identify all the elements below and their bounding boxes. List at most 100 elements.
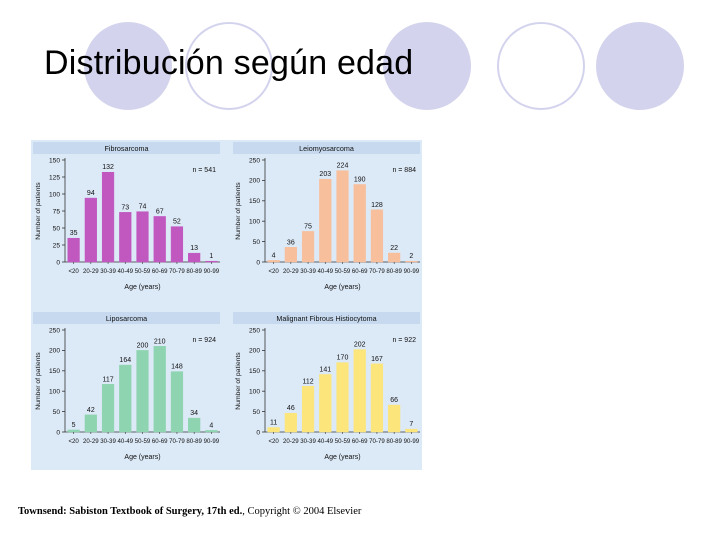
n-count-label: n = 884 (392, 167, 416, 174)
bar (170, 226, 184, 263)
chart-title: Malignant Fibrous Histiocytoma (276, 314, 376, 323)
y-tick-label: 150 (249, 198, 260, 205)
chart-title-bar (33, 312, 220, 324)
bar-value-label: 36 (287, 239, 295, 246)
chart-title-bar (33, 142, 220, 154)
y-tick-label: 25 (53, 242, 61, 249)
y-tick-label: 200 (49, 348, 60, 355)
decor-circle (383, 22, 471, 110)
bar (136, 350, 149, 433)
bar-value-label: 52 (173, 219, 181, 226)
x-tick-label: 80-89 (186, 438, 202, 445)
y-tick-label: 250 (49, 327, 60, 334)
x-axis-label: Age (years) (324, 454, 360, 461)
x-tick-label: 30-39 (100, 438, 116, 445)
decor-circle (596, 22, 684, 110)
bar-value-label: 34 (190, 410, 198, 417)
x-axis-label: Age (years) (124, 284, 160, 291)
y-axis-label: Number of patients (35, 182, 42, 240)
bar-value-label: 5 (72, 422, 76, 429)
bar-value-label: 13 (190, 245, 198, 252)
x-tick-label: 50-59 (135, 268, 151, 275)
x-tick-label: 20-29 (283, 438, 299, 445)
x-tick-label: 70-79 (169, 268, 185, 275)
bar-value-label: 67 (156, 208, 164, 215)
bar-value-label: 75 (304, 223, 312, 230)
x-tick-label: 30-39 (300, 268, 316, 275)
bar-value-label: 22 (390, 245, 398, 252)
x-tick-label: 40-49 (117, 268, 133, 275)
bar (284, 247, 297, 263)
chart-title: Leiomyosarcoma (299, 144, 354, 153)
y-tick-label: 150 (249, 368, 260, 375)
x-tick-label: <20 (268, 438, 279, 445)
bar (336, 362, 349, 433)
chart-panel-1: Fibrosarcoma 0 25 50 75 100 125 150 Number of pa… (33, 142, 220, 291)
decorative-circles (84, 22, 684, 110)
bar (319, 178, 332, 263)
x-tick-label: 40-49 (317, 438, 333, 445)
x-tick-label: 70-79 (369, 438, 385, 445)
chart-panel-2: Leiomyosarcoma 0 50 100 150 200 250 Number of p… (233, 142, 420, 291)
x-tick-label: 90-99 (204, 438, 220, 445)
bar-value-label: 141 (319, 366, 331, 373)
x-tick-label: <20 (68, 268, 79, 275)
bar-value-label: 190 (354, 176, 366, 183)
x-tick-label: 70-79 (369, 268, 385, 275)
bar (170, 371, 184, 433)
bar-value-label: 210 (154, 338, 166, 345)
chart-panel-3: Liposarcoma 0 50 100 150 200 250 Number of pati… (33, 312, 220, 461)
bar-value-label: 203 (319, 171, 331, 178)
bar (301, 386, 315, 433)
bar (67, 237, 80, 263)
bar-value-label: 148 (171, 364, 183, 371)
bar-value-label: 202 (354, 342, 366, 349)
y-axis-label: Number of patients (235, 352, 242, 410)
x-tick-label: 50-59 (335, 438, 351, 445)
x-tick-label: 40-49 (117, 438, 133, 445)
n-count-label: n = 924 (192, 337, 216, 344)
x-tick-label: <20 (268, 268, 279, 275)
bar (205, 260, 218, 263)
bar-value-label: 224 (337, 163, 349, 170)
x-tick-label: 60-69 (352, 268, 368, 275)
bar-value-label: 11 (270, 420, 277, 427)
bar-value-label: 35 (70, 230, 78, 237)
bar (119, 212, 132, 263)
bar (67, 429, 80, 433)
bar (388, 404, 401, 433)
bar (301, 231, 315, 263)
bar (84, 414, 97, 433)
bar (370, 209, 384, 263)
bar (136, 211, 149, 263)
citation-book: Townsend: Sabiston Textbook of Surgery, … (18, 506, 243, 517)
bar (284, 412, 297, 433)
chart-title-bar (233, 312, 420, 324)
age-distribution-figure: Fibrosarcoma 0 25 50 75 100 125 150 Number of pa… (31, 140, 422, 470)
y-axis-label: Number of patients (235, 182, 242, 240)
x-tick-label: 60-69 (352, 438, 368, 445)
y-tick-label: 0 (256, 429, 260, 436)
x-tick-label: 60-69 (152, 438, 168, 445)
x-tick-label: 90-99 (404, 268, 420, 275)
bar-value-label: 42 (87, 407, 95, 414)
x-tick-label: 90-99 (404, 438, 420, 445)
chart-title-bar (233, 142, 420, 154)
bar-value-label: 170 (337, 355, 349, 362)
bar (153, 346, 166, 433)
source-citation: Townsend: Sabiston Textbook of Surgery, … (18, 506, 361, 517)
bar (188, 252, 201, 263)
bar-value-label: 117 (102, 376, 113, 383)
bar (405, 428, 418, 433)
y-tick-label: 50 (253, 409, 261, 416)
y-tick-label: 75 (53, 208, 61, 215)
bar-value-label: 4 (209, 422, 213, 429)
y-tick-label: 100 (249, 219, 260, 226)
bar-value-label: 94 (87, 190, 95, 197)
bar (101, 384, 115, 433)
bar-value-label: 4 (272, 252, 276, 259)
y-tick-label: 200 (249, 178, 260, 185)
bar (319, 374, 332, 433)
bar (388, 252, 401, 263)
